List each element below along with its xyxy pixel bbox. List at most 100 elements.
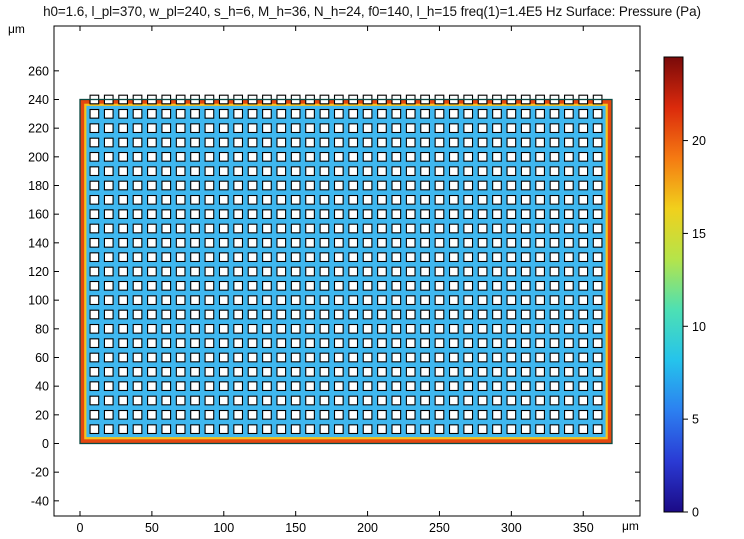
hole (592, 395, 603, 406)
hole (549, 323, 560, 334)
hole (578, 280, 589, 291)
hole (420, 223, 430, 234)
hole (377, 381, 387, 392)
hole (147, 409, 157, 420)
hole (132, 209, 143, 220)
hole (290, 366, 301, 377)
y-tick-label: 0 (42, 437, 49, 451)
plate-outline (79, 98, 613, 445)
hole (118, 194, 128, 205)
hole (290, 280, 301, 291)
hole (175, 295, 186, 306)
colorbar-tick-label: 10 (692, 320, 706, 334)
hole (434, 424, 445, 435)
colorbar-tick-label: 0 (692, 506, 699, 520)
hole (535, 137, 545, 148)
hole (391, 180, 402, 191)
hole (276, 424, 287, 435)
hole (132, 309, 143, 320)
hole (563, 151, 574, 162)
hole (377, 352, 387, 363)
hole (276, 252, 287, 263)
hole (549, 123, 560, 134)
hole (506, 252, 517, 263)
hole (362, 223, 373, 234)
hole (578, 424, 589, 435)
hole (276, 352, 287, 363)
hole (420, 108, 430, 119)
hole (132, 266, 143, 277)
hole (592, 151, 603, 162)
hole (89, 223, 100, 234)
hole (477, 252, 488, 263)
hole (175, 108, 186, 119)
hole (520, 194, 531, 205)
hole (405, 295, 416, 306)
hole (434, 309, 445, 320)
hole (118, 323, 128, 334)
hole (549, 409, 560, 420)
hole (420, 323, 430, 334)
hole (362, 352, 373, 363)
hole (204, 237, 215, 248)
hole (276, 151, 287, 162)
hole (391, 323, 402, 334)
hole (492, 237, 502, 248)
hole (147, 194, 157, 205)
hole (276, 323, 287, 334)
hole (233, 338, 244, 349)
hole (233, 151, 244, 162)
hole (132, 137, 143, 148)
hole (290, 209, 301, 220)
hole (190, 352, 200, 363)
hole (492, 266, 502, 277)
hole (218, 166, 229, 177)
hole (492, 280, 502, 291)
hole (89, 151, 100, 162)
hole (103, 209, 114, 220)
hole (319, 209, 330, 220)
hole (161, 323, 172, 334)
hole (147, 237, 157, 248)
hole (247, 137, 258, 148)
hole (161, 366, 172, 377)
hole (103, 381, 114, 392)
hole (391, 395, 402, 406)
hole (305, 266, 315, 277)
hole (103, 166, 114, 177)
hole (247, 395, 258, 406)
hole (563, 194, 574, 205)
hole (147, 180, 157, 191)
hole (477, 381, 488, 392)
hole (448, 237, 459, 248)
hole (305, 409, 315, 420)
hole (506, 338, 517, 349)
hole (506, 266, 517, 277)
hole (492, 166, 502, 177)
hole (463, 151, 474, 162)
hole (434, 252, 445, 263)
hole (391, 409, 402, 420)
hole (520, 166, 531, 177)
hole (132, 123, 143, 134)
hole (89, 366, 100, 377)
hole (319, 108, 330, 119)
hole (348, 424, 359, 435)
hole (362, 409, 373, 420)
hole (103, 180, 114, 191)
hole (175, 352, 186, 363)
hole (218, 280, 229, 291)
hole (233, 209, 244, 220)
hole (305, 108, 315, 119)
hole (305, 223, 315, 234)
hole (218, 252, 229, 263)
y-tick-label: 120 (28, 265, 49, 279)
hole (377, 424, 387, 435)
hole (233, 166, 244, 177)
hole (492, 123, 502, 134)
hole (348, 180, 359, 191)
hole (276, 366, 287, 377)
hole (118, 209, 128, 220)
hole (132, 223, 143, 234)
hole (592, 424, 603, 435)
